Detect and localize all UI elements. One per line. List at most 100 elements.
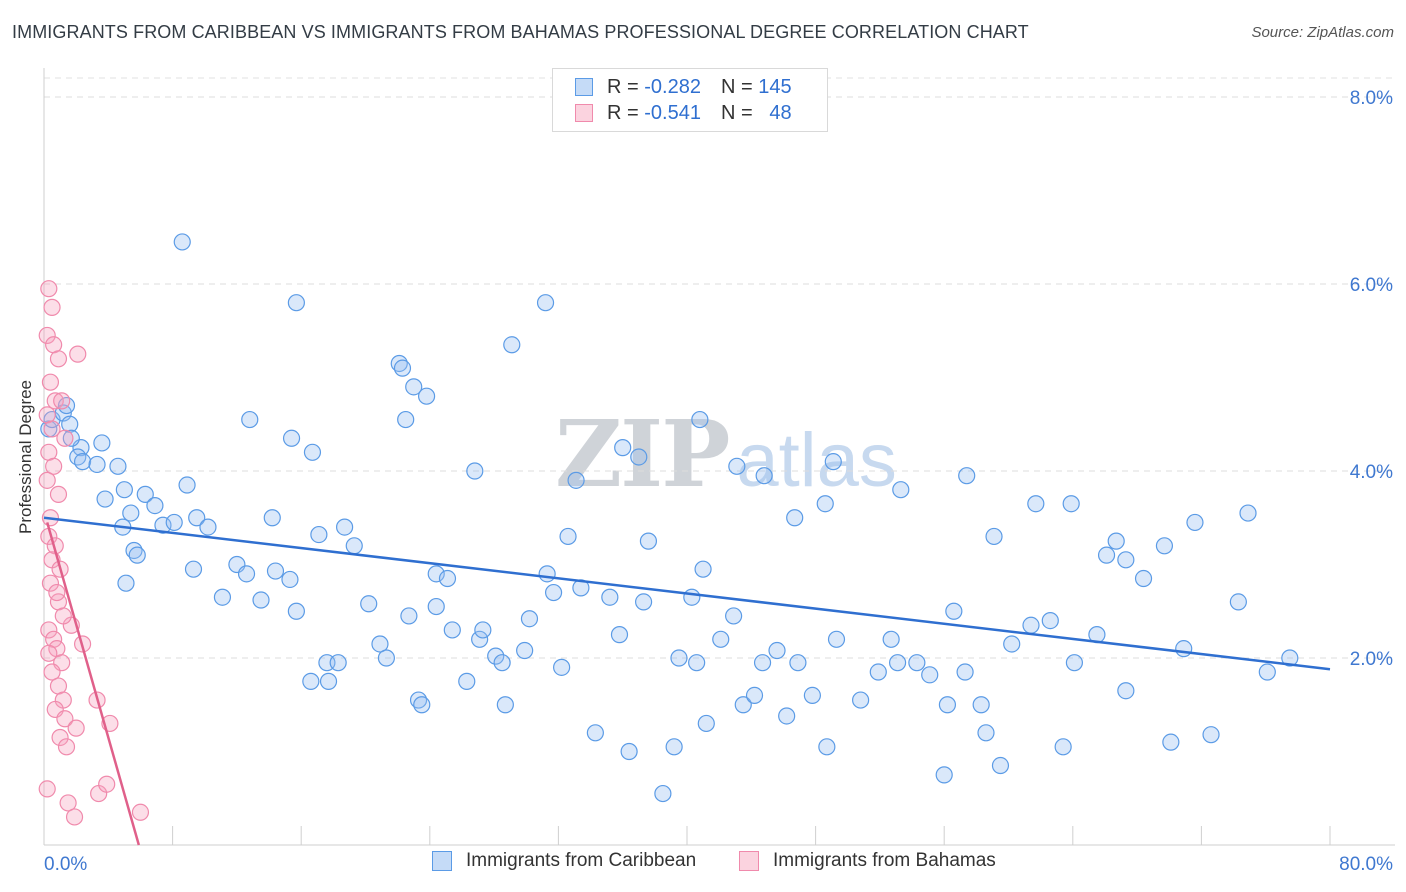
point-caribbean	[329, 654, 347, 672]
point-bahamas	[56, 710, 74, 728]
point-caribbean	[888, 654, 907, 672]
point-caribbean	[252, 591, 270, 609]
point-caribbean	[956, 663, 974, 681]
point-caribbean	[88, 455, 106, 474]
point-caribbean	[438, 569, 457, 588]
point-caribbean	[1003, 635, 1021, 653]
point-caribbean	[818, 738, 836, 756]
point-caribbean	[237, 565, 256, 583]
point-caribbean	[712, 630, 730, 648]
legend-r-label: R =	[607, 101, 639, 124]
point-bahamas	[59, 794, 77, 812]
point-caribbean	[282, 429, 301, 447]
point-caribbean	[188, 509, 206, 527]
point-caribbean	[789, 654, 807, 672]
point-caribbean	[393, 359, 412, 377]
point-caribbean	[683, 588, 701, 606]
point-caribbean	[93, 434, 111, 452]
series-swatch-caribbean	[432, 851, 452, 871]
source-label: Source: ZipAtlas.com	[1251, 24, 1394, 41]
point-bahamas	[40, 644, 58, 662]
point-caribbean	[493, 654, 511, 672]
y-tick-label: 6.0%	[1350, 275, 1393, 296]
point-caribbean	[1175, 640, 1193, 658]
point-caribbean	[1041, 611, 1059, 630]
point-caribbean	[146, 496, 164, 515]
point-caribbean	[882, 630, 900, 648]
point-caribbean	[745, 686, 764, 705]
point-caribbean	[1281, 649, 1299, 667]
point-bahamas	[40, 280, 58, 298]
point-caribbean	[1022, 616, 1040, 634]
legend-r-label: R =	[607, 75, 639, 98]
point-caribbean	[310, 525, 328, 544]
point-caribbean	[892, 481, 910, 499]
watermark-zip: ZIP	[555, 400, 730, 508]
point-caribbean	[567, 471, 585, 489]
point-caribbean	[281, 570, 299, 589]
point-caribbean	[1054, 738, 1072, 756]
point-bahamas	[41, 574, 60, 592]
legend-swatch-caribbean	[575, 78, 593, 96]
x-tick-label: 80.0%	[1339, 854, 1393, 875]
point-bahamas	[54, 607, 72, 625]
point-bahamas	[38, 780, 56, 798]
point-bahamas	[51, 728, 69, 747]
point-caribbean	[154, 516, 172, 534]
point-caribbean	[109, 457, 127, 475]
point-bahamas	[98, 775, 116, 793]
point-caribbean	[1186, 513, 1204, 532]
point-caribbean	[1202, 726, 1220, 744]
point-caribbean	[96, 490, 114, 508]
point-caribbean	[654, 784, 672, 803]
point-caribbean	[136, 485, 154, 503]
point-caribbean	[869, 663, 887, 681]
point-caribbean	[474, 621, 492, 639]
point-caribbean	[1027, 495, 1045, 513]
series-swatch-bahamas	[739, 851, 759, 871]
point-caribbean	[991, 756, 1010, 775]
point-caribbean	[553, 658, 571, 676]
point-caribbean	[471, 630, 489, 648]
point-caribbean	[734, 696, 752, 714]
point-bahamas	[49, 485, 68, 503]
series-label-caribbean: Immigrants from Caribbean	[466, 850, 697, 871]
legend: R = -0.282 N = 145 R = -0.541 N = 48	[552, 68, 828, 132]
point-caribbean	[62, 429, 80, 447]
legend-n-label: N =	[720, 75, 753, 98]
point-bahamas	[45, 457, 63, 475]
point-caribbean	[935, 766, 953, 784]
trend-line-caribbean	[43, 516, 1331, 671]
point-caribbean	[466, 462, 484, 480]
point-bahamas	[53, 392, 71, 410]
point-caribbean	[778, 707, 796, 725]
point-caribbean	[544, 583, 563, 602]
point-caribbean	[487, 647, 505, 665]
legend-row-bahamas: R = -0.541 N = 48	[575, 100, 792, 126]
point-caribbean	[302, 672, 320, 690]
y-tick-label: 4.0%	[1350, 462, 1393, 483]
point-caribbean	[263, 509, 281, 527]
point-bahamas	[48, 583, 66, 602]
point-caribbean	[241, 410, 259, 429]
point-caribbean	[972, 696, 990, 714]
point-caribbean	[786, 509, 804, 527]
point-caribbean	[122, 504, 140, 522]
watermark: ZIP atlas	[555, 400, 897, 508]
point-caribbean	[115, 481, 133, 499]
point-bahamas	[38, 326, 56, 345]
point-caribbean	[1062, 495, 1080, 513]
series-label-bahamas: Immigrants from Bahamas	[773, 850, 996, 871]
point-caribbean	[755, 467, 773, 485]
point-caribbean	[753, 654, 772, 672]
point-bahamas	[41, 373, 60, 391]
point-caribbean	[287, 294, 305, 312]
trend-line-bahamas	[46, 522, 141, 846]
point-caribbean	[73, 453, 92, 471]
point-caribbean	[1155, 537, 1174, 555]
point-caribbean	[725, 607, 743, 625]
point-caribbean	[496, 696, 514, 714]
point-caribbean	[503, 336, 521, 354]
legend-r-value: -0.282	[644, 75, 701, 98]
